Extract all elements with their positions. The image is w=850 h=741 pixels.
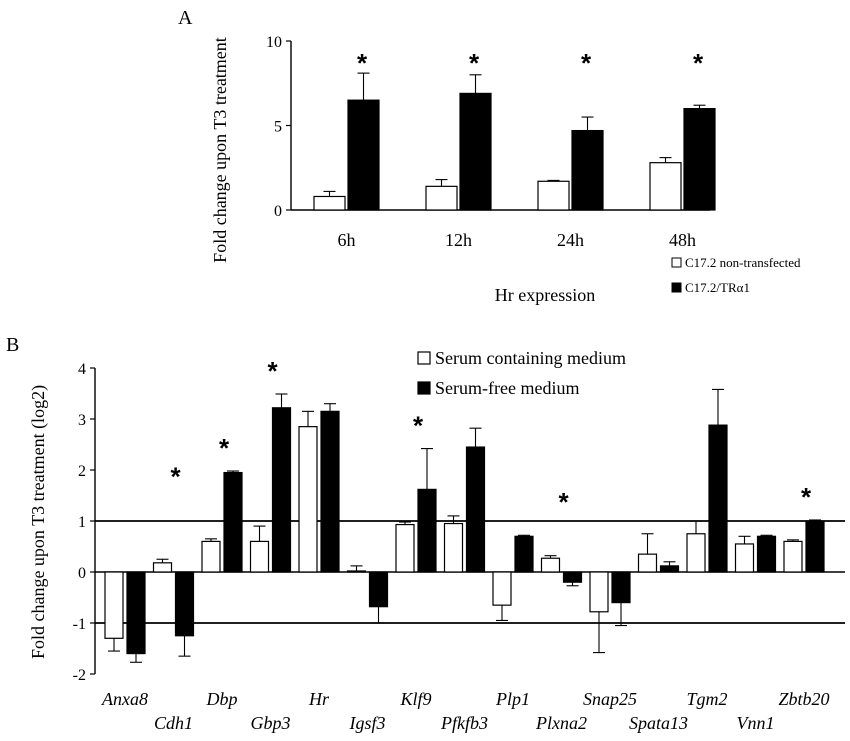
panel-a-y-axis-label: Fold change upon T3 treatment [210, 37, 230, 263]
bar [805, 520, 825, 573]
bar [562, 571, 583, 583]
panel-b-y-axis-label: Fold change upon T3 treatment (log2) [28, 385, 49, 659]
bar [637, 553, 658, 573]
bar [443, 522, 464, 573]
bar [492, 571, 512, 606]
bar [686, 533, 706, 573]
x-category-label: Anxa8 [101, 689, 148, 709]
x-category-label: Igsf3 [349, 713, 386, 733]
significance-star: * [267, 356, 278, 386]
bar [395, 523, 415, 573]
legend-swatch-serum-free [417, 381, 431, 395]
y-tick-label: 10 [266, 34, 282, 51]
x-category-label: Spata13 [629, 713, 688, 733]
x-category-label: 24h [557, 230, 584, 250]
panel-a-x-axis-label: Hr expression [495, 285, 595, 305]
significance-star: * [219, 433, 230, 463]
bar [368, 571, 389, 608]
significance-star: * [413, 411, 424, 441]
bar [465, 446, 486, 573]
legend-label-non-transfected: C17.2 non-transfected [685, 255, 801, 270]
y-tick-label: 1 [78, 514, 86, 531]
bar [514, 535, 534, 573]
x-category-label: Pfkfb3 [440, 713, 488, 733]
bar [320, 410, 340, 573]
panel-a-legend: C17.2 non-transfected C17.2/TRα1 [671, 255, 801, 295]
y-tick-label: 3 [78, 412, 86, 429]
bar [223, 471, 243, 573]
x-category-label: Plxna2 [535, 713, 587, 733]
bar [126, 571, 146, 655]
bar [425, 185, 458, 211]
panel-b: B -2 -1 0 1 2 3 4 Anxa8 * Cdh1 * Dbp * Gbp3 Hr Igsf3 * Kl… [6, 334, 845, 733]
panel-a-label: A [178, 7, 193, 29]
bar [347, 99, 380, 211]
bar [174, 571, 195, 637]
y-tick-label: 2 [78, 463, 86, 480]
legend-swatch-filled [671, 282, 682, 293]
bar [540, 557, 561, 573]
y-tick-label: 0 [274, 203, 282, 220]
y-tick-label: 4 [78, 361, 86, 378]
legend-label-tra1: C17.2/TRα1 [685, 280, 750, 295]
x-category-label: Vnn1 [737, 713, 775, 733]
bar [201, 540, 221, 573]
significance-star: * [170, 461, 181, 491]
panel-b-legend: Serum containing medium Serum-free mediu… [417, 348, 626, 398]
x-category-label: 12h [445, 230, 472, 250]
bar [659, 565, 680, 573]
y-tick-label: 0 [78, 565, 86, 582]
bar [104, 571, 124, 639]
bar [783, 540, 803, 573]
y-tick-label: -2 [73, 667, 86, 684]
significance-star: * [357, 48, 368, 78]
bar [683, 107, 716, 211]
x-category-label: Gbp3 [251, 713, 291, 733]
bar [734, 543, 755, 573]
legend-label-serum: Serum containing medium [435, 348, 626, 368]
y-tick-label: 5 [274, 119, 282, 136]
bar [571, 129, 604, 211]
bar [271, 407, 292, 573]
bar [313, 195, 346, 211]
panel-b-plot-area: -2 -1 0 1 2 3 4 Anxa8 * Cdh1 * Dbp * Gbp3 Hr Igsf3 * Klf9… [73, 356, 845, 733]
bar [611, 571, 631, 604]
bar [152, 562, 173, 573]
x-category-label: Tgm2 [686, 689, 727, 709]
significance-star: * [558, 487, 569, 517]
bar [756, 535, 777, 573]
x-category-label: Hr [308, 689, 330, 709]
significance-star: * [693, 48, 704, 78]
significance-star: * [581, 48, 592, 78]
bar [459, 92, 492, 211]
bar [589, 571, 609, 613]
bar [537, 180, 570, 211]
x-category-label: Zbtb20 [778, 689, 829, 709]
legend-swatch-open [671, 257, 682, 268]
x-category-label: Cdh1 [154, 713, 193, 733]
bar [249, 540, 270, 573]
x-category-label: 6h [338, 230, 356, 250]
significance-star: * [801, 482, 812, 512]
x-category-label: Dbp [206, 689, 238, 709]
x-category-label: Snap25 [583, 689, 637, 709]
panel-a: A 0 5 10 * 6h * 12h * 24h * 48h Fold change upon T… [178, 7, 801, 305]
legend-swatch-serum [417, 351, 431, 365]
bar [649, 162, 682, 211]
bar [417, 488, 437, 573]
bar [298, 426, 318, 573]
x-category-label: 48h [669, 230, 696, 250]
legend-label-serum-free: Serum-free medium [435, 378, 579, 398]
significance-star: * [469, 48, 480, 78]
x-category-label: Klf9 [399, 689, 431, 709]
y-tick-label: -1 [73, 616, 86, 633]
panel-a-plot-area: 0 5 10 * 6h * 12h * 24h * 48h [266, 34, 716, 250]
bar [708, 424, 728, 573]
x-category-label: Plp1 [495, 689, 530, 709]
bar [346, 570, 367, 573]
panel-b-label: B [6, 334, 19, 356]
